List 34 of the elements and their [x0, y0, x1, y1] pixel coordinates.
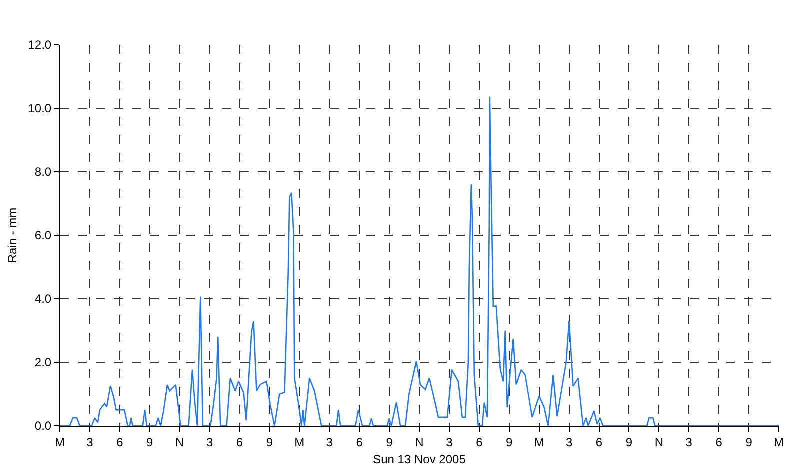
y-tick-label: 2.0	[34, 356, 52, 370]
x-tick-label: 3	[446, 435, 454, 450]
x-tick-label: 3	[86, 435, 94, 450]
x-tick-label: M	[55, 435, 65, 450]
x-tick-label: N	[654, 435, 664, 450]
x-tick-label: N	[415, 435, 424, 450]
x-tick-label: M	[294, 435, 305, 450]
x-tick-label: 9	[386, 435, 394, 450]
y-tick-label: 8.0	[34, 165, 52, 180]
x-tick-label: 9	[266, 435, 274, 450]
x-tick-label: 9	[746, 435, 753, 450]
x-tick-label: 6	[476, 435, 484, 450]
y-tick-label: 12.0	[28, 38, 52, 52]
x-tick-label: 3	[686, 435, 693, 450]
x-tick-label: 6	[356, 435, 364, 450]
x-tick-label: 6	[716, 435, 723, 450]
x-tick-label: 9	[506, 435, 514, 450]
x-tick-label: N	[175, 435, 184, 450]
x-tick-label: M	[534, 435, 544, 450]
x-tick-label: 6	[236, 435, 244, 450]
x-tick-label: 3	[566, 435, 573, 450]
x-tick-label: 6	[116, 435, 124, 450]
x-tick-label: 3	[326, 435, 334, 450]
y-tick-label: 4.0	[34, 292, 52, 306]
x-axis-title: Sun 13 Nov 2005	[373, 452, 466, 466]
x-tick-label: 6	[596, 435, 603, 450]
y-axis-title: Rain - mm	[6, 208, 20, 264]
x-tick-label: 9	[626, 435, 633, 450]
x-tick-label: 9	[146, 435, 154, 450]
y-tick-label: 6.0	[34, 228, 52, 243]
x-tick-label: 3	[206, 435, 214, 450]
x-tick-label: M	[774, 435, 784, 450]
y-tick-label: 0.0	[34, 419, 52, 434]
y-tick-label: 10.0	[28, 102, 52, 116]
